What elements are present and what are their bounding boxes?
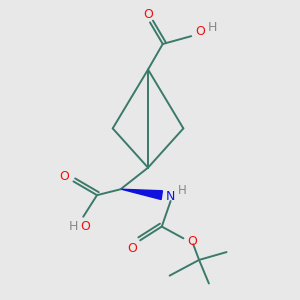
Text: O: O: [187, 235, 197, 248]
Text: H: H: [178, 184, 187, 197]
Text: O: O: [128, 242, 137, 255]
Text: O: O: [60, 170, 70, 183]
Text: O: O: [195, 25, 205, 38]
Text: H: H: [69, 220, 78, 233]
Polygon shape: [122, 189, 162, 200]
Text: N: N: [166, 190, 175, 202]
Text: O: O: [143, 8, 153, 21]
Text: H: H: [208, 21, 218, 34]
Text: O: O: [80, 220, 90, 233]
